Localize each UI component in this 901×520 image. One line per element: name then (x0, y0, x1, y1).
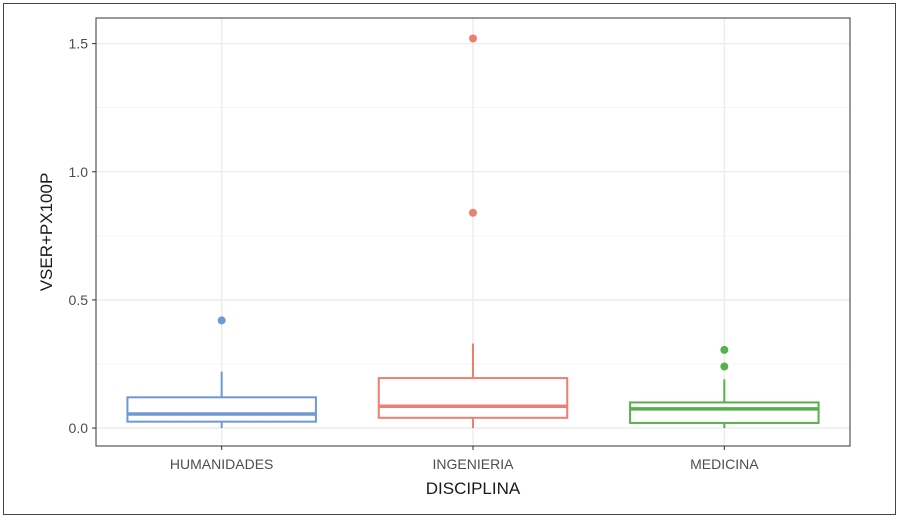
outlier-point (720, 362, 729, 371)
boxplot-humanidades (126, 316, 317, 429)
tick-layer: 0.0 0.5 1.0 1.5 HUMANIDADES INGENIERIA MEDICIN… (69, 36, 760, 472)
x-tick-label: INGENIERIA (433, 456, 515, 472)
box-layer (126, 34, 820, 429)
y-tick-label: 0.5 (69, 292, 89, 308)
y-axis-title: VSER+PX100P (37, 173, 56, 292)
boxplot-medicina (629, 345, 820, 429)
outlier-point (720, 345, 729, 354)
x-tick-label: HUMANIDADES (170, 456, 273, 472)
figure-frame (3, 3, 896, 515)
y-tick-label: 1.0 (69, 164, 89, 180)
x-tick-label: MEDICINA (690, 456, 759, 472)
x-axis-title: DISCIPLINA (426, 479, 521, 498)
outlier-point (217, 316, 226, 325)
outlier-point (469, 34, 477, 43)
outlier-point (469, 208, 477, 217)
iqr-box (629, 401, 820, 424)
y-tick-label: 1.5 (69, 36, 89, 52)
boxplot-ingenieria (377, 34, 569, 429)
iqr-box (377, 377, 569, 419)
y-tick-label: 0.0 (69, 420, 89, 436)
iqr-box (126, 396, 317, 423)
